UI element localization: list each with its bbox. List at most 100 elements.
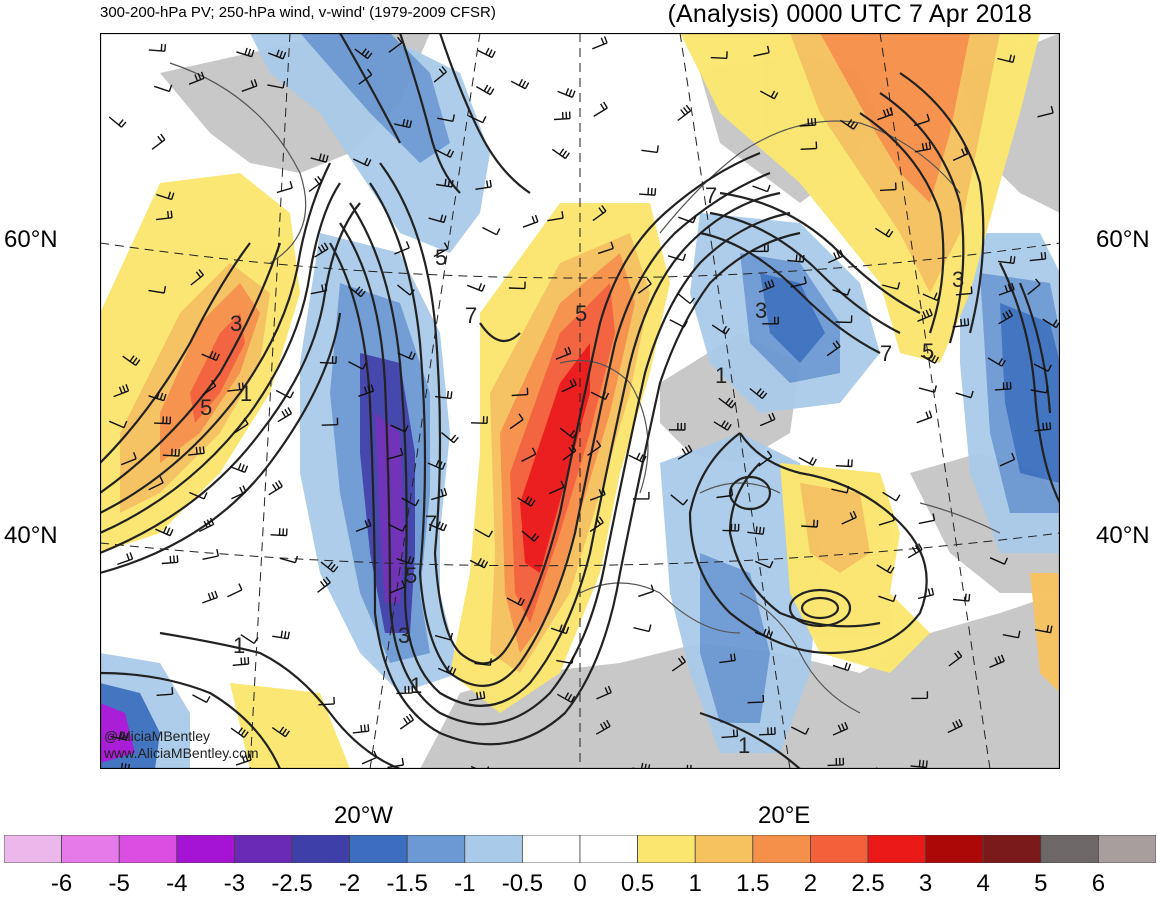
colorbar-swatch — [1098, 835, 1156, 863]
wind-barb — [188, 446, 205, 456]
wind-barb — [198, 517, 215, 533]
lat-label-60n-left: 60°N — [4, 226, 58, 253]
wind-barb — [879, 182, 897, 192]
wind-barb — [399, 713, 414, 730]
wind-barb — [916, 410, 933, 424]
wind-barb — [913, 113, 930, 127]
contour-label: 1 — [233, 633, 245, 658]
wind-barb — [268, 480, 283, 496]
wind-barb — [154, 416, 171, 425]
wind-barb — [587, 440, 602, 456]
wind-barb — [441, 432, 459, 444]
colorbar-swatch — [233, 835, 293, 863]
wind-barb — [633, 624, 652, 633]
contour-label: 7 — [705, 183, 717, 208]
wind-barb — [231, 485, 247, 500]
wind-barb — [832, 662, 852, 672]
wind-barb — [917, 308, 933, 322]
wind-barb — [918, 513, 936, 525]
product-title: 300-200-hPa PV; 250-hPa wind, v-wind' (1… — [100, 4, 496, 21]
wind-barb — [522, 214, 539, 228]
credit-website[interactable]: www.AliciaMBentley.com — [104, 745, 259, 761]
colorbar-tick-label: 0 — [573, 870, 587, 897]
wind-barb — [947, 718, 963, 734]
wind-barb — [920, 353, 940, 364]
wind-barb — [517, 496, 536, 507]
contour-label: 7 — [465, 303, 477, 328]
lat-label-40n-right: 40°N — [1096, 522, 1150, 549]
wind-barb — [835, 459, 853, 468]
wind-barb — [397, 284, 415, 296]
wind-barb — [511, 387, 529, 397]
colorbar-tick-label: 4 — [976, 870, 990, 897]
wind-barb — [989, 557, 1009, 565]
wind-barb — [227, 583, 243, 598]
wind-barb — [433, 66, 447, 83]
wind-barb — [677, 444, 693, 460]
wind-barb — [476, 84, 495, 96]
wind-barb — [753, 45, 770, 57]
wind-barb — [192, 694, 211, 704]
wind-barb — [117, 552, 134, 566]
colorbar-swatch — [1040, 835, 1099, 863]
contour-label: 5 — [575, 301, 587, 326]
contour-label: 1 — [715, 363, 727, 388]
wind-barb — [428, 214, 447, 224]
wind-barb — [153, 84, 173, 93]
pv-contours — [100, 33, 1060, 769]
wind-barb — [394, 241, 410, 255]
wind-barb — [435, 149, 455, 158]
wind-barb — [914, 141, 932, 153]
wind-barb — [470, 765, 490, 769]
wind-barb — [235, 753, 252, 766]
wind-barb — [317, 576, 331, 593]
wind-barb — [596, 685, 612, 700]
wind-barb — [1030, 385, 1049, 394]
wind-barb — [667, 253, 687, 262]
wind-barb — [151, 133, 166, 150]
wind-barb — [801, 519, 819, 528]
wind-barb — [876, 564, 895, 574]
wind-barb — [189, 491, 208, 500]
colorbar-tick-label: -2 — [338, 870, 361, 897]
wind-barb — [998, 282, 1015, 296]
wind-barb — [749, 387, 768, 400]
wind-barb — [277, 407, 293, 423]
wind-barb — [595, 719, 611, 735]
wind-barb — [1034, 625, 1053, 634]
wind-barb — [310, 153, 329, 163]
wind-barb — [798, 456, 817, 466]
colorbar-tick-label: 0.5 — [620, 870, 655, 897]
wind-barb — [430, 487, 448, 501]
wind-barb — [387, 447, 404, 460]
wind-barb — [547, 211, 564, 222]
wind-barb — [835, 315, 853, 324]
wind-barb — [917, 587, 935, 600]
contour-label: 5 — [435, 245, 447, 270]
wind-barb — [510, 78, 530, 90]
wind-barb — [832, 721, 849, 736]
wind-barb — [390, 424, 409, 433]
colorbar-tick-label: -4 — [166, 870, 188, 897]
wind-barb — [272, 630, 290, 640]
wind-barb — [240, 634, 259, 644]
wind-barb — [710, 51, 728, 59]
colorbar-tick-label: 2.5 — [851, 870, 885, 897]
wind-barb — [719, 653, 736, 664]
wind-barb — [948, 650, 963, 667]
wind-barb — [952, 593, 971, 602]
wind-barb — [428, 521, 448, 532]
wind-barb — [952, 318, 970, 328]
wind-barb — [555, 346, 572, 360]
wind-barb — [361, 750, 378, 765]
wind-barb — [352, 157, 372, 167]
wind-barb — [433, 242, 449, 258]
wind-barb — [632, 491, 650, 500]
wind-barb — [474, 658, 492, 666]
wind-barb — [427, 459, 446, 471]
wind-barb — [827, 757, 845, 767]
wind-barb — [758, 279, 775, 293]
wind-barb — [506, 597, 526, 607]
wind-barb — [521, 530, 540, 542]
wind-barb — [276, 180, 293, 194]
